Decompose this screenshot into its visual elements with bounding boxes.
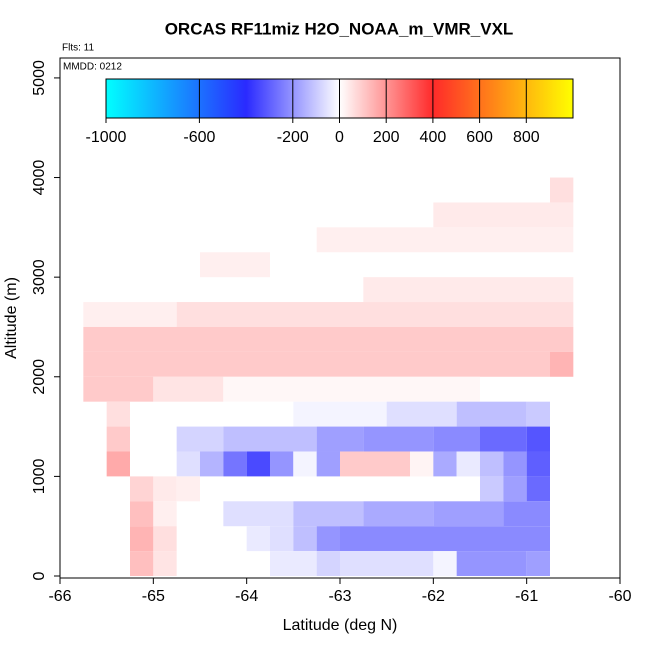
heatmap-cell: [316, 451, 340, 477]
subtitle: Flts: 11: [62, 43, 94, 54]
colorbar-tick-label: -1000: [86, 129, 127, 146]
heatmap-cell: [386, 401, 457, 427]
heatmap-cell: [433, 451, 457, 477]
y-tick-label: 5000: [31, 60, 48, 96]
y-axis-label: Altitude (m): [3, 277, 20, 359]
heatmap-cell: [223, 376, 481, 402]
heatmap-cell: [456, 551, 527, 577]
heatmap-cell: [106, 451, 130, 477]
heatmap-cell: [293, 501, 364, 527]
heatmap-cell: [83, 376, 154, 402]
heatmap-cell: [480, 476, 504, 502]
heatmap-cell: [176, 476, 200, 502]
colorbar-tick-label: 600: [466, 129, 493, 146]
heatmap-cell: [153, 526, 177, 552]
heatmap-cell: [526, 476, 550, 502]
heatmap-cell: [433, 501, 504, 527]
heatmap-cell: [130, 476, 154, 502]
chart-title: ORCAS RF11miz H2O_NOAA_m_VMR_VXL: [165, 19, 514, 38]
heatmap-cell: [223, 426, 317, 452]
heatmap-cell: [106, 426, 130, 452]
heatmap-cell: [363, 426, 434, 452]
heatmap-cell: [153, 476, 177, 502]
colorbar-tick-label: -200: [277, 129, 309, 146]
heatmap-cell: [433, 202, 574, 228]
heatmap-cell: [550, 351, 574, 377]
x-tick-label: -66: [48, 588, 71, 605]
y-tick-label: 4000: [31, 160, 48, 196]
heatmap-cell: [340, 451, 410, 477]
heatmap-cell: [526, 401, 550, 427]
heatmap-cell: [316, 227, 574, 253]
x-tick-label: -63: [328, 588, 351, 605]
heatmap-cell: [293, 401, 387, 427]
heatmap-cell: [340, 526, 550, 552]
heatmap-cell: [270, 451, 294, 477]
heatmap-cell: [246, 526, 270, 552]
annotation: MMDD: 0212: [63, 62, 122, 73]
heatmap-cell: [176, 426, 224, 452]
heatmap-cell: [456, 401, 527, 427]
heatmap-cell: [316, 426, 364, 452]
heatmap-cell: [526, 426, 550, 452]
heatmap-cell: [83, 326, 574, 352]
colorbar-tick-label: 0: [335, 129, 344, 146]
heatmap-cell: [480, 451, 504, 477]
heatmap-cell: [83, 351, 550, 377]
y-tick-label: 1000: [31, 458, 48, 494]
x-tick-label: -64: [235, 588, 258, 605]
heatmap-cell: [480, 426, 527, 452]
heatmap-cell: [503, 476, 527, 502]
heatmap-cell: [270, 526, 294, 552]
heatmap-cell: [200, 252, 270, 278]
x-tick-label: -65: [142, 588, 165, 605]
heatmap-cell: [503, 501, 550, 527]
x-tick-label: -60: [608, 588, 631, 605]
colorbar-tick-label: 400: [420, 129, 447, 146]
heatmap-cell: [130, 501, 154, 527]
heatmap-cell: [433, 551, 457, 577]
heatmap-cell: [456, 451, 480, 477]
heatmap-cell: [526, 451, 550, 477]
x-tick-label: -62: [422, 588, 445, 605]
heatmap-cell: [550, 177, 574, 203]
heatmap-cell: [176, 451, 200, 477]
heatmap-cell: [130, 526, 154, 552]
x-axis-label: Latitude (deg N): [283, 617, 398, 634]
heatmap-cell: [106, 401, 130, 427]
heatmap-cell: [176, 302, 574, 327]
heatmap-cell: [83, 302, 177, 327]
heatmap-cell: [503, 451, 527, 477]
heatmap-cell: [316, 551, 340, 577]
heatmap-cell: [293, 526, 317, 552]
heatmap-cells: [83, 177, 574, 577]
y-tick-label: 0: [31, 571, 48, 580]
heatmap-cell: [363, 277, 574, 303]
y-tick-label: 3000: [31, 259, 48, 295]
heatmap-cell: [433, 426, 480, 452]
heatmap-cell: [340, 551, 434, 577]
heatmap-cell: [223, 451, 247, 477]
colorbar-tick-label: 200: [373, 129, 400, 146]
y-tick-label: 2000: [31, 359, 48, 395]
heatmap-cell: [153, 501, 177, 527]
x-tick-label: -61: [515, 588, 538, 605]
heatmap-cell: [363, 501, 434, 527]
heatmap-cell: [293, 451, 317, 477]
colorbar-tick-label: -600: [183, 129, 215, 146]
heatmap-cell: [223, 501, 294, 527]
heatmap-cell: [526, 551, 550, 577]
colorbar-tick-label: 800: [513, 129, 540, 146]
heatmap-cell: [316, 526, 340, 552]
heatmap-cell: [200, 451, 224, 477]
heatmap-cell: [410, 451, 434, 477]
heatmap-cell: [246, 451, 270, 477]
heatmap-cell: [153, 376, 224, 402]
heatmap-cell: [130, 551, 154, 577]
heatmap-cell: [153, 551, 177, 577]
heatmap-cell: [270, 551, 317, 577]
